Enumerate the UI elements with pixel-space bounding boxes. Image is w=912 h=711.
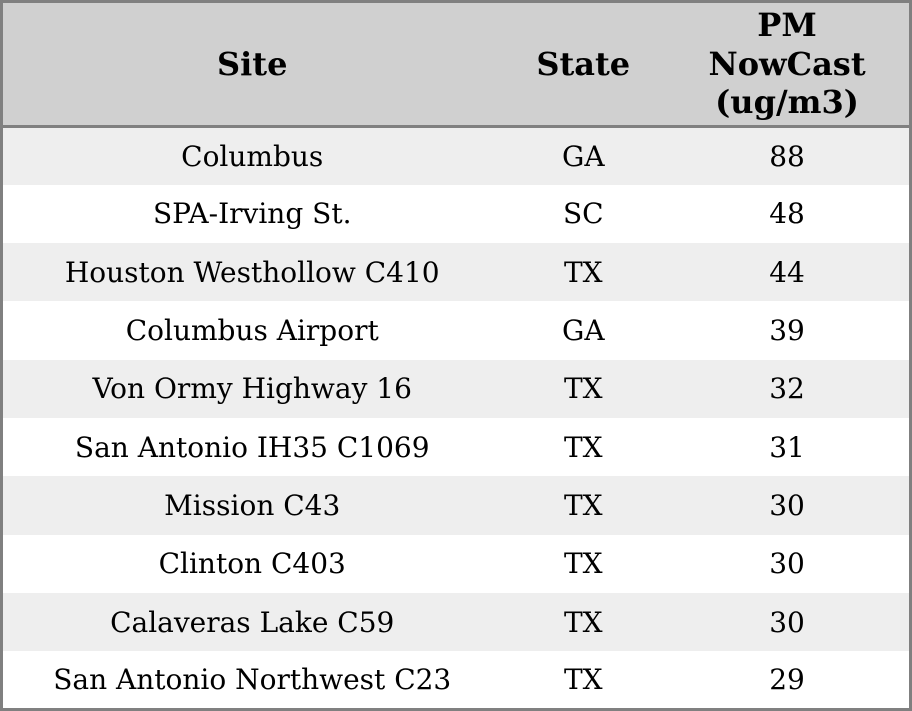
state-cell: TX (563, 663, 603, 697)
pm-nowcast-cell: 39 (769, 314, 805, 348)
table-row: San Antonio IH35 C1069 TX 31 (1, 417, 911, 477)
site-cell: Houston Westhollow C410 (64, 255, 440, 289)
header-row: Site State PM NowCast (ug/m3) (1, 1, 911, 127)
pm-nowcast-cell: 30 (769, 547, 805, 581)
site-cell: Columbus Airport (125, 314, 379, 348)
header-site-label: Site (217, 44, 288, 83)
pm-nowcast-cell: 32 (769, 372, 805, 406)
pm-nowcast-cell: 88 (769, 139, 805, 173)
state-cell: SC (562, 197, 604, 231)
state-cell: TX (563, 255, 603, 289)
state-cell: GA (561, 139, 605, 173)
pm-nowcast-cell: 48 (769, 197, 805, 231)
state-cell: TX (563, 547, 603, 581)
pm-nowcast-cell: 29 (769, 663, 805, 697)
header-site: Site (2, 2, 502, 127)
pm-nowcast-cell: 30 (769, 605, 805, 639)
table-row: Mission C43 TX 30 (1, 476, 911, 535)
state-cell: GA (561, 314, 605, 348)
pm-nowcast-cell: 44 (769, 255, 805, 289)
table-row: Columbus GA 88 (1, 126, 911, 185)
site-cell: Columbus (181, 139, 324, 173)
pm-nowcast-cell: 30 (769, 488, 805, 522)
state-cell: TX (563, 605, 603, 639)
header-pm-nowcast-label: PM NowCast (ug/m3) (708, 6, 866, 122)
table-row: San Antonio Northwest C23 TX 29 (1, 651, 911, 710)
table-row: SPA-Irving St. SC 48 (1, 184, 911, 244)
site-cell: San Antonio IH35 C1069 (74, 430, 430, 464)
header-pm-nowcast: PM NowCast (ug/m3) (665, 2, 910, 127)
table-row: Columbus Airport GA 39 (1, 301, 911, 360)
state-cell: TX (563, 488, 603, 522)
site-cell: Clinton C403 (158, 547, 346, 581)
table-row: Von Ormy Highway 16 TX 32 (1, 359, 911, 418)
state-cell: TX (563, 372, 603, 406)
site-cell: San Antonio Northwest C23 (53, 663, 452, 697)
table-row: Calaveras Lake C59 TX 30 (1, 592, 911, 652)
header-state-label: State (536, 44, 631, 83)
table-row: Houston Westhollow C410 TX 44 (1, 243, 911, 302)
site-cell: Von Ormy Highway 16 (92, 372, 412, 406)
site-cell: Mission C43 (164, 488, 341, 522)
table-body: Columbus GA 88 SPA-Irving St. SC 48 Hous… (1, 126, 911, 710)
pm-nowcast-cell: 31 (769, 430, 805, 464)
site-cell: SPA-Irving St. (152, 197, 352, 231)
table-header: Site State PM NowCast (ug/m3) (1, 1, 911, 127)
site-cell: Calaveras Lake C59 (110, 605, 395, 639)
table-row: Clinton C403 TX 30 (1, 534, 911, 593)
state-cell: TX (563, 430, 603, 464)
header-state: State (501, 2, 665, 127)
